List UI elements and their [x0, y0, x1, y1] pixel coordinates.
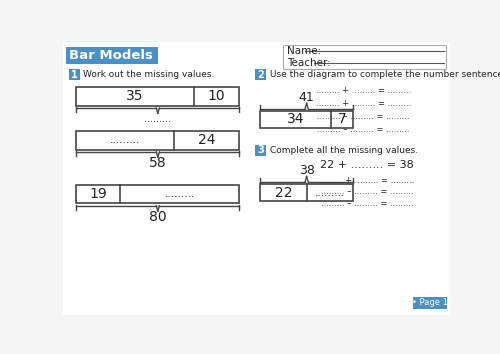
Text: ......... + ......... = .........: ......... + ......... = .........: [320, 176, 414, 185]
Text: Use the diagram to complete the number sentences.: Use the diagram to complete the number s…: [270, 70, 500, 79]
Text: ......... – ......... = .........: ......... – ......... = .........: [317, 112, 410, 121]
Text: ......... – ......... = .........: ......... – ......... = .........: [317, 125, 410, 134]
Text: .........: .........: [164, 189, 195, 199]
Bar: [260, 184, 353, 201]
Text: 22 + ......... = 38: 22 + ......... = 38: [320, 160, 414, 170]
Text: Bar Models 1: Bar Models 1: [68, 49, 166, 62]
Text: ......... – ......... = .........: ......... – ......... = .........: [321, 199, 414, 208]
Text: 1: 1: [71, 70, 78, 80]
Text: .........: .........: [314, 188, 345, 198]
Text: 34: 34: [286, 113, 304, 126]
Text: 24: 24: [198, 133, 216, 147]
Text: 41: 41: [299, 91, 314, 104]
Bar: [260, 111, 353, 128]
Text: ......... + ......... = .........: ......... + ......... = .........: [316, 86, 411, 95]
Text: .........: .........: [144, 114, 172, 125]
Text: 7: 7: [338, 113, 346, 126]
Bar: [66, 47, 158, 64]
Text: 10: 10: [208, 89, 225, 103]
Text: .........: .........: [110, 135, 140, 145]
Text: 22: 22: [274, 185, 292, 200]
Text: 38: 38: [298, 164, 314, 177]
Bar: [256, 69, 266, 80]
Text: ......... – ......... = .........: ......... – ......... = .........: [321, 187, 414, 196]
Text: 3: 3: [258, 145, 264, 155]
Text: 80: 80: [149, 210, 166, 224]
Text: 58: 58: [149, 156, 166, 170]
Bar: [76, 131, 239, 149]
Text: • Page 1: • Page 1: [412, 298, 448, 307]
Text: Work out the missing values.: Work out the missing values.: [84, 70, 215, 79]
Text: 35: 35: [126, 89, 144, 103]
Text: Name:: Name:: [287, 46, 322, 56]
Text: 19: 19: [90, 187, 108, 201]
Bar: [76, 87, 239, 105]
Bar: [256, 145, 266, 156]
Text: Complete all the missing values.: Complete all the missing values.: [270, 146, 418, 155]
Text: Teacher:: Teacher:: [287, 57, 331, 68]
Bar: [68, 69, 80, 80]
Text: ......... + ......... = .........: ......... + ......... = .........: [316, 99, 411, 108]
Bar: [76, 185, 239, 204]
Bar: [284, 45, 446, 69]
Bar: [413, 297, 447, 309]
Text: 2: 2: [258, 70, 264, 80]
